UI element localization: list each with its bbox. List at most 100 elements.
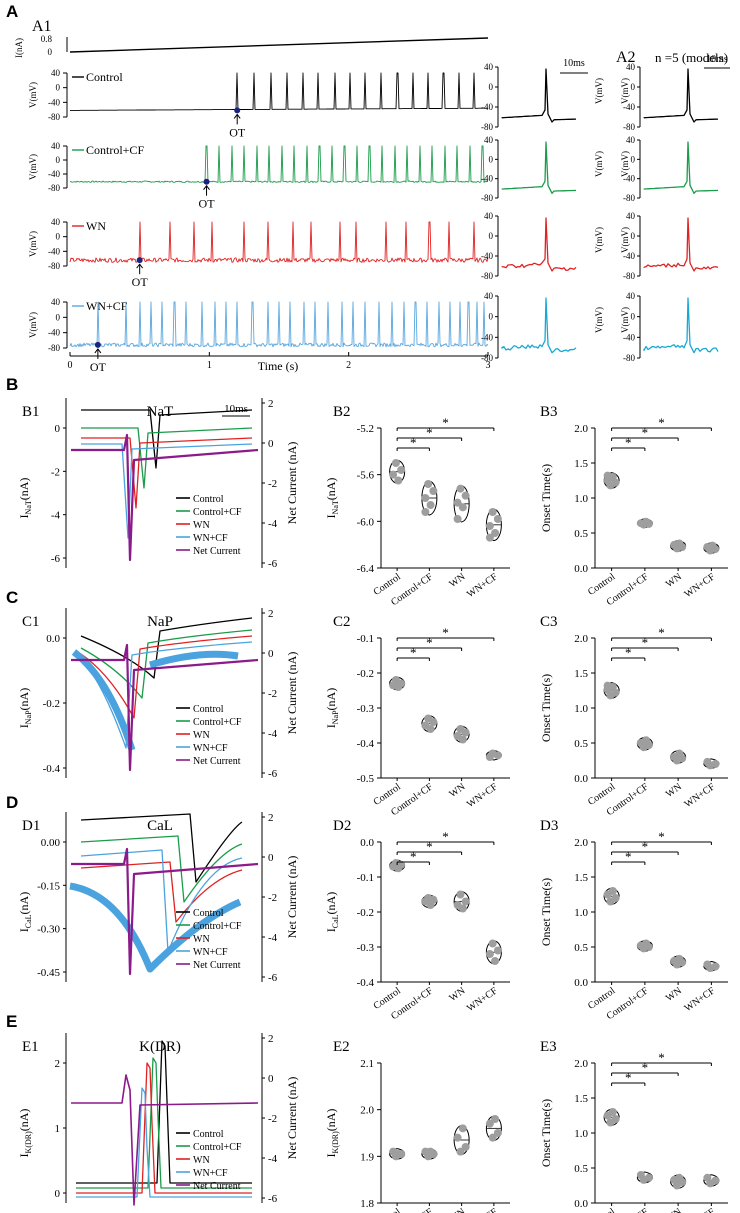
sig-star-D2-2: * — [442, 829, 449, 844]
v-tick-label-2-2: -40 — [48, 246, 60, 256]
spike-inset-a1-1-tick-label-1: 0 — [489, 154, 494, 164]
right-tick-label-C1-2: -2 — [268, 688, 277, 700]
current-trace-C1-2 — [80, 635, 253, 719]
legend-label-E1-3: WN+CF — [193, 1168, 228, 1179]
sig-star-C2-0: * — [410, 645, 417, 660]
v-tick-label-3-0: 40 — [51, 297, 61, 307]
y-axis-label-B2: INaT(nA) — [324, 478, 340, 519]
spike-inset-a1-2-tick-label-3: -80 — [481, 271, 493, 281]
data-point-D2-3-0 — [488, 939, 497, 948]
data-point-E3-3-2 — [703, 1173, 712, 1182]
panel-label-D1: D1 — [22, 818, 40, 834]
onset-marker-1 — [203, 178, 210, 185]
right-tick-label-D1-0: 2 — [268, 812, 274, 824]
y-tick-label-D3-2: 1.0 — [574, 907, 588, 919]
panel-a1-label: A1 — [32, 18, 52, 35]
data-point-B2-3-2 — [485, 522, 494, 530]
left-axis-sub-C1: NaP — [24, 710, 33, 724]
data-point-B2-2-3 — [458, 503, 467, 512]
time-tick-label-1: 1 — [207, 360, 212, 371]
scale-label-B1: 10ms — [224, 403, 248, 415]
legend-label-D1-4: Net Current — [193, 960, 241, 971]
sig-star-B3-1: * — [642, 425, 649, 440]
data-point-E3-1-1 — [644, 1173, 653, 1182]
data-point-E2-2-0 — [456, 1147, 465, 1156]
y-tick-label-D2-4: -0.4 — [357, 977, 375, 989]
n-models-label: n =5 (models) — [655, 50, 728, 65]
spike-inset-a1-1-tick-label-2: -40 — [481, 174, 493, 184]
spike-inset-a2-0-tick-label-0: 40 — [626, 62, 636, 72]
panel-label-C3: C3 — [540, 614, 558, 630]
trace-a1-0 — [70, 72, 488, 111]
data-point-E2-0-3 — [394, 1150, 403, 1158]
onset-marker-2 — [136, 257, 143, 264]
spike-inset-a1-1-tick-label-3: -80 — [481, 193, 493, 203]
y-axis-label-D2: ICaL(nA) — [324, 892, 340, 932]
current-trace-E1-3 — [76, 1087, 252, 1198]
x-tick-label-D3-2: WN — [664, 985, 684, 1004]
data-point-B3-1-3 — [642, 517, 651, 526]
left-axis-unit-D1: (nA) — [17, 892, 31, 915]
data-point-E2-1-3 — [426, 1147, 435, 1156]
title-E1: K(DR) — [139, 1039, 181, 1055]
current-axis-label: I(nA) — [14, 38, 24, 58]
trace-a1-1 — [69, 145, 489, 183]
y-tick-label-C2-0: -0.1 — [357, 633, 374, 645]
y-tick-label-C2-2: -0.3 — [357, 703, 375, 715]
spike-inset-a2-3-tick-label-2: -40 — [623, 332, 635, 342]
right-tick-label-E1-2: -2 — [268, 1113, 277, 1125]
left-tick-label-E1-1: 1 — [55, 1123, 61, 1135]
sig-star-D3-2: * — [658, 829, 665, 844]
data-point-B2-2-2 — [453, 498, 462, 507]
panel-label-B1: B1 — [22, 404, 40, 420]
y-axis-sub-B2: NaT — [331, 500, 340, 514]
sig-star-B2-2: * — [442, 415, 449, 430]
spike-inset-a1-0-tick-label-0: 40 — [484, 62, 494, 72]
x-tick-label-B3-2: WN — [664, 571, 684, 590]
y-tick-label-E2-3: 1.8 — [360, 1198, 374, 1210]
data-point-D3-3-2 — [703, 960, 712, 969]
y-tick-label-D2-1: -0.1 — [357, 872, 374, 884]
spike-inset-a1-0-trace — [501, 68, 577, 123]
data-point-B2-3-0 — [488, 508, 497, 516]
onset-label-3: OT — [90, 360, 107, 374]
panel-label-C1: C1 — [22, 614, 40, 630]
data-point-E3-3-1 — [711, 1176, 720, 1185]
left-tick-label-B1-3: -6 — [51, 553, 61, 565]
sig-star-D2-1: * — [426, 839, 433, 854]
right-tick-label-B1-3: -4 — [268, 518, 278, 530]
spike-inset-a1-1-tick-label-0: 40 — [484, 135, 494, 145]
onset-label-0: OT — [229, 125, 246, 139]
data-point-D3-3-1 — [711, 962, 720, 971]
x-tick-label-C2-3: WN+CF — [465, 781, 500, 810]
data-point-D3-2-3 — [675, 954, 684, 963]
left-tick-label-B1-2: -4 — [51, 510, 61, 522]
spike-inset-a2-1-tick-label-2: -40 — [623, 174, 635, 184]
left-tick-label-C1-2: -0.4 — [43, 763, 61, 775]
data-point-B2-3-3 — [491, 529, 500, 537]
spike-inset-a1-3-tick-label-3: -80 — [481, 353, 493, 363]
data-point-E2-3-1 — [493, 1129, 502, 1137]
sig-star-E3-2: * — [658, 1050, 665, 1065]
data-point-B2-1-1 — [429, 487, 438, 495]
panel-letter-a: A — [6, 2, 18, 21]
right-tick-label-C1-1: 0 — [268, 648, 274, 660]
current-trace-E1-1 — [76, 1057, 252, 1189]
x-tick-label-B3-3: WN+CF — [683, 571, 718, 600]
current-trace-E1-0 — [76, 1040, 252, 1184]
data-point-C3-0-4 — [603, 681, 612, 690]
legend-label-C1-2: WN — [193, 730, 210, 741]
spike-inset-a2-1-tick-label-1: 0 — [631, 154, 636, 164]
left-tick-label-D1-0: 0.00 — [41, 837, 61, 849]
spike-inset-a2-1-tick-label-0: 40 — [626, 135, 636, 145]
data-point-E2-3-0 — [488, 1133, 497, 1142]
left-tick-label-C1-1: -0.2 — [43, 698, 60, 710]
data-point-B2-1-0 — [424, 480, 433, 488]
legend-label-E1-4: Net Current — [193, 1181, 241, 1192]
spike-inset-a1-1-trace — [501, 141, 577, 194]
x-tick-label-E2-3: WN+CF — [465, 1206, 500, 1213]
inset-v-label-a2-2: V(mV) — [620, 227, 630, 253]
y-axis-label-C2: INaP(nA) — [324, 688, 340, 728]
data-point-D3-0-1 — [611, 894, 620, 902]
x-tick-label-D2-2: WN — [447, 985, 467, 1004]
